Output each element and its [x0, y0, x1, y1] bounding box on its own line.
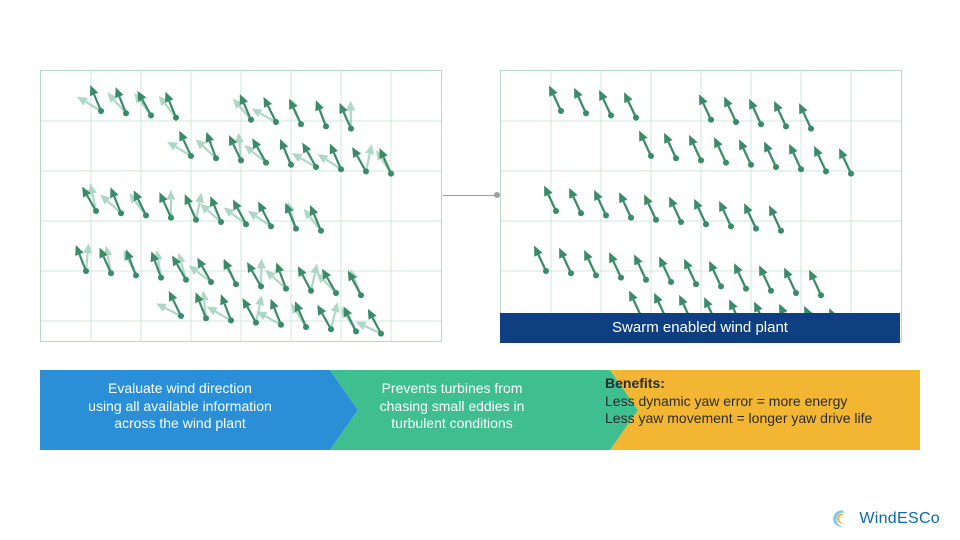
- logo-text: WindESCo: [859, 510, 940, 528]
- swarm-caption: Swarm enabled wind plant: [500, 313, 900, 343]
- vector-field-before: [40, 70, 442, 342]
- vector-field-after: [500, 70, 902, 342]
- connector-end-dot: [494, 192, 500, 198]
- windesco-logo: WindESCo: [831, 508, 940, 530]
- logo-swirl-icon: [831, 508, 853, 530]
- chevron-3-text: Benefits:Less dynamic yaw error = more e…: [605, 375, 905, 428]
- chevron-2-text: Prevents turbines fromchasing small eddi…: [327, 380, 577, 433]
- slide-stage: Swarm enabled wind plant Evaluate wind d…: [0, 0, 960, 540]
- chevron-1-text: Evaluate wind directionusing all availab…: [55, 380, 305, 433]
- connector-line: [443, 195, 497, 196]
